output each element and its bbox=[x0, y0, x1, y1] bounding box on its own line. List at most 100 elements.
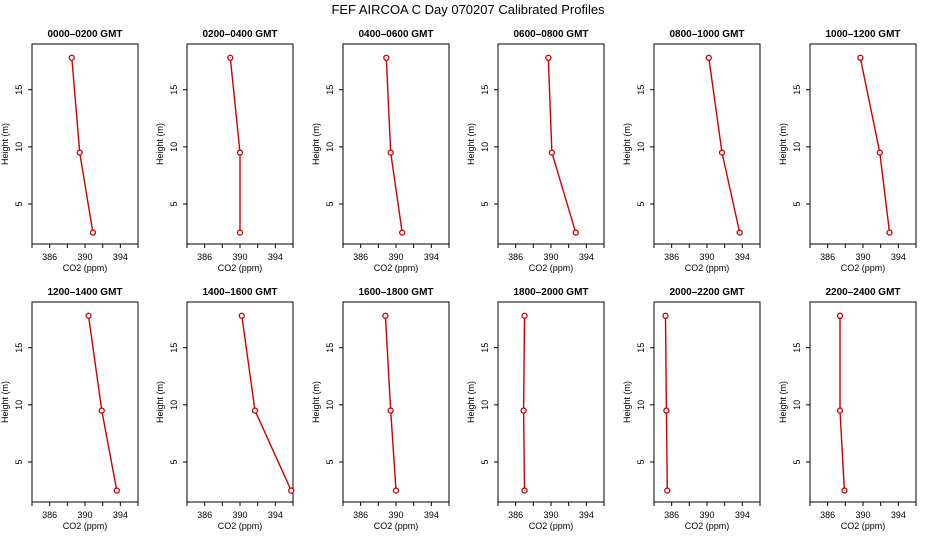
y-tick-label: 15 bbox=[14, 343, 24, 353]
chart-panel: 1400–1600 GMT 386 390 394 5 10 15 CO2 (ppm) Heig… bbox=[155, 287, 295, 531]
panel-title: 1000–1200 GMT bbox=[825, 29, 900, 40]
plot-frame bbox=[186, 301, 294, 503]
x-tick-label: 394 bbox=[891, 252, 906, 262]
chart-panel: 0200–0400 GMT 386 390 394 5 10 15 CO2 (ppm) Heig… bbox=[155, 29, 294, 273]
y-axis-label: Height (m) bbox=[0, 381, 10, 423]
y-tick-label: 5 bbox=[480, 201, 490, 206]
x-tick-label: 390 bbox=[855, 252, 870, 262]
series-line bbox=[547, 57, 577, 233]
data-point bbox=[68, 54, 75, 61]
y-tick-label: 10 bbox=[636, 400, 646, 410]
y-axis-label: Height (m) bbox=[778, 123, 788, 165]
x-tick-label: 394 bbox=[579, 252, 594, 262]
y-tick-label: 5 bbox=[14, 201, 24, 206]
y-tick-label: 15 bbox=[636, 343, 646, 353]
panel-title: 0000–0200 GMT bbox=[47, 29, 122, 40]
panel-title: 1400–1600 GMT bbox=[202, 287, 277, 298]
chart-panel: 0400–0600 GMT 386 390 394 5 10 15 CO2 (ppm) Heig… bbox=[311, 29, 450, 273]
y-tick-label: 10 bbox=[14, 142, 24, 152]
x-axis-label: CO2 (ppm) bbox=[841, 263, 886, 273]
x-tick-label: 390 bbox=[699, 510, 714, 520]
y-tick-label: 15 bbox=[169, 343, 179, 353]
y-axis-label: Height (m) bbox=[622, 381, 632, 423]
data-point bbox=[85, 312, 92, 319]
x-tick-label: 386 bbox=[197, 510, 212, 520]
data-point bbox=[399, 229, 406, 236]
y-tick-label: 15 bbox=[480, 343, 490, 353]
x-tick-label: 390 bbox=[855, 510, 870, 520]
y-tick-label: 10 bbox=[14, 400, 24, 410]
data-point bbox=[663, 407, 670, 414]
series-line bbox=[241, 315, 292, 491]
x-tick-label: 386 bbox=[353, 510, 368, 520]
x-tick-label: 386 bbox=[197, 252, 212, 262]
series-line bbox=[385, 57, 403, 233]
data-point bbox=[857, 54, 864, 61]
x-tick-label: 394 bbox=[891, 510, 906, 520]
data-point bbox=[572, 229, 579, 236]
plot-frame bbox=[31, 43, 139, 245]
y-tick-label: 15 bbox=[325, 85, 335, 95]
x-tick-label: 394 bbox=[424, 252, 439, 262]
data-point bbox=[548, 149, 556, 156]
x-axis-label: CO2 (ppm) bbox=[529, 263, 574, 273]
y-axis-label: Height (m) bbox=[0, 123, 10, 165]
x-tick-label: 394 bbox=[424, 510, 439, 520]
chart-panel: 1200–1400 GMT 386 390 394 5 10 15 CO2 (ppm) Heig… bbox=[0, 287, 139, 531]
y-tick-label: 5 bbox=[325, 201, 335, 206]
series-line bbox=[71, 57, 94, 233]
y-tick-label: 5 bbox=[792, 459, 802, 464]
data-point bbox=[238, 312, 245, 319]
series-line bbox=[229, 57, 241, 233]
y-tick-label: 5 bbox=[636, 201, 646, 206]
data-point bbox=[886, 229, 893, 236]
data-point bbox=[76, 149, 83, 156]
data-point bbox=[98, 407, 105, 414]
panel-title: 0200–0400 GMT bbox=[202, 29, 277, 40]
x-tick-label: 386 bbox=[664, 510, 679, 520]
y-tick-label: 5 bbox=[480, 459, 490, 464]
plot-frame bbox=[809, 301, 917, 503]
y-tick-label: 10 bbox=[480, 142, 490, 152]
data-point bbox=[836, 312, 844, 319]
x-axis-label: CO2 (ppm) bbox=[63, 263, 108, 273]
y-axis-label: Height (m) bbox=[778, 381, 788, 423]
plot-frame bbox=[653, 301, 761, 503]
x-tick-label: 390 bbox=[388, 252, 403, 262]
data-point bbox=[876, 149, 883, 156]
chart-panel: 0600–0800 GMT 386 390 394 5 10 15 CO2 (ppm) Heig… bbox=[466, 29, 605, 273]
y-tick-label: 10 bbox=[169, 142, 179, 152]
x-tick-label: 390 bbox=[232, 252, 247, 262]
chart-panel: 2200–2400 GMT 386 390 394 5 10 15 CO2 (ppm) Heig… bbox=[778, 287, 917, 531]
x-axis-label: CO2 (ppm) bbox=[685, 521, 730, 531]
panel-title: 1600–1800 GMT bbox=[358, 287, 433, 298]
data-point bbox=[718, 149, 726, 156]
chart-panel: 2000–2200 GMT 386 390 394 5 10 15 CO2 (ppm) Heig… bbox=[622, 287, 761, 531]
x-axis-label: CO2 (ppm) bbox=[63, 521, 108, 531]
data-point bbox=[664, 487, 671, 494]
chart-panel: 0800–1000 GMT 386 390 394 5 10 15 CO2 (ppm) Heig… bbox=[622, 29, 761, 273]
y-tick-label: 5 bbox=[636, 459, 646, 464]
x-tick-label: 386 bbox=[820, 252, 835, 262]
panels: 0000–0200 GMT 386 390 394 5 10 15 CO2 (ppm) Heig… bbox=[0, 29, 917, 531]
series-line bbox=[859, 57, 891, 233]
plot-frame bbox=[497, 301, 605, 503]
x-tick-label: 386 bbox=[508, 510, 523, 520]
panel-title: 2000–2200 GMT bbox=[669, 287, 744, 298]
panel-title: 2200–2400 GMT bbox=[825, 287, 900, 298]
x-tick-label: 390 bbox=[388, 510, 403, 520]
x-axis-label: CO2 (ppm) bbox=[374, 263, 419, 273]
y-tick-label: 5 bbox=[14, 459, 24, 464]
data-point bbox=[836, 407, 844, 414]
y-tick-label: 5 bbox=[325, 459, 335, 464]
x-tick-label: 386 bbox=[820, 510, 835, 520]
data-point bbox=[736, 229, 743, 236]
y-tick-label: 10 bbox=[480, 400, 490, 410]
y-axis-label: Height (m) bbox=[311, 123, 321, 165]
chart-panel: 0000–0200 GMT 386 390 394 5 10 15 CO2 (ppm) Heig… bbox=[0, 29, 139, 273]
y-tick-label: 5 bbox=[169, 201, 179, 206]
x-axis-label: CO2 (ppm) bbox=[841, 521, 886, 531]
data-point bbox=[392, 487, 400, 494]
data-point bbox=[387, 149, 394, 156]
panel-title: 1800–2000 GMT bbox=[513, 287, 588, 298]
